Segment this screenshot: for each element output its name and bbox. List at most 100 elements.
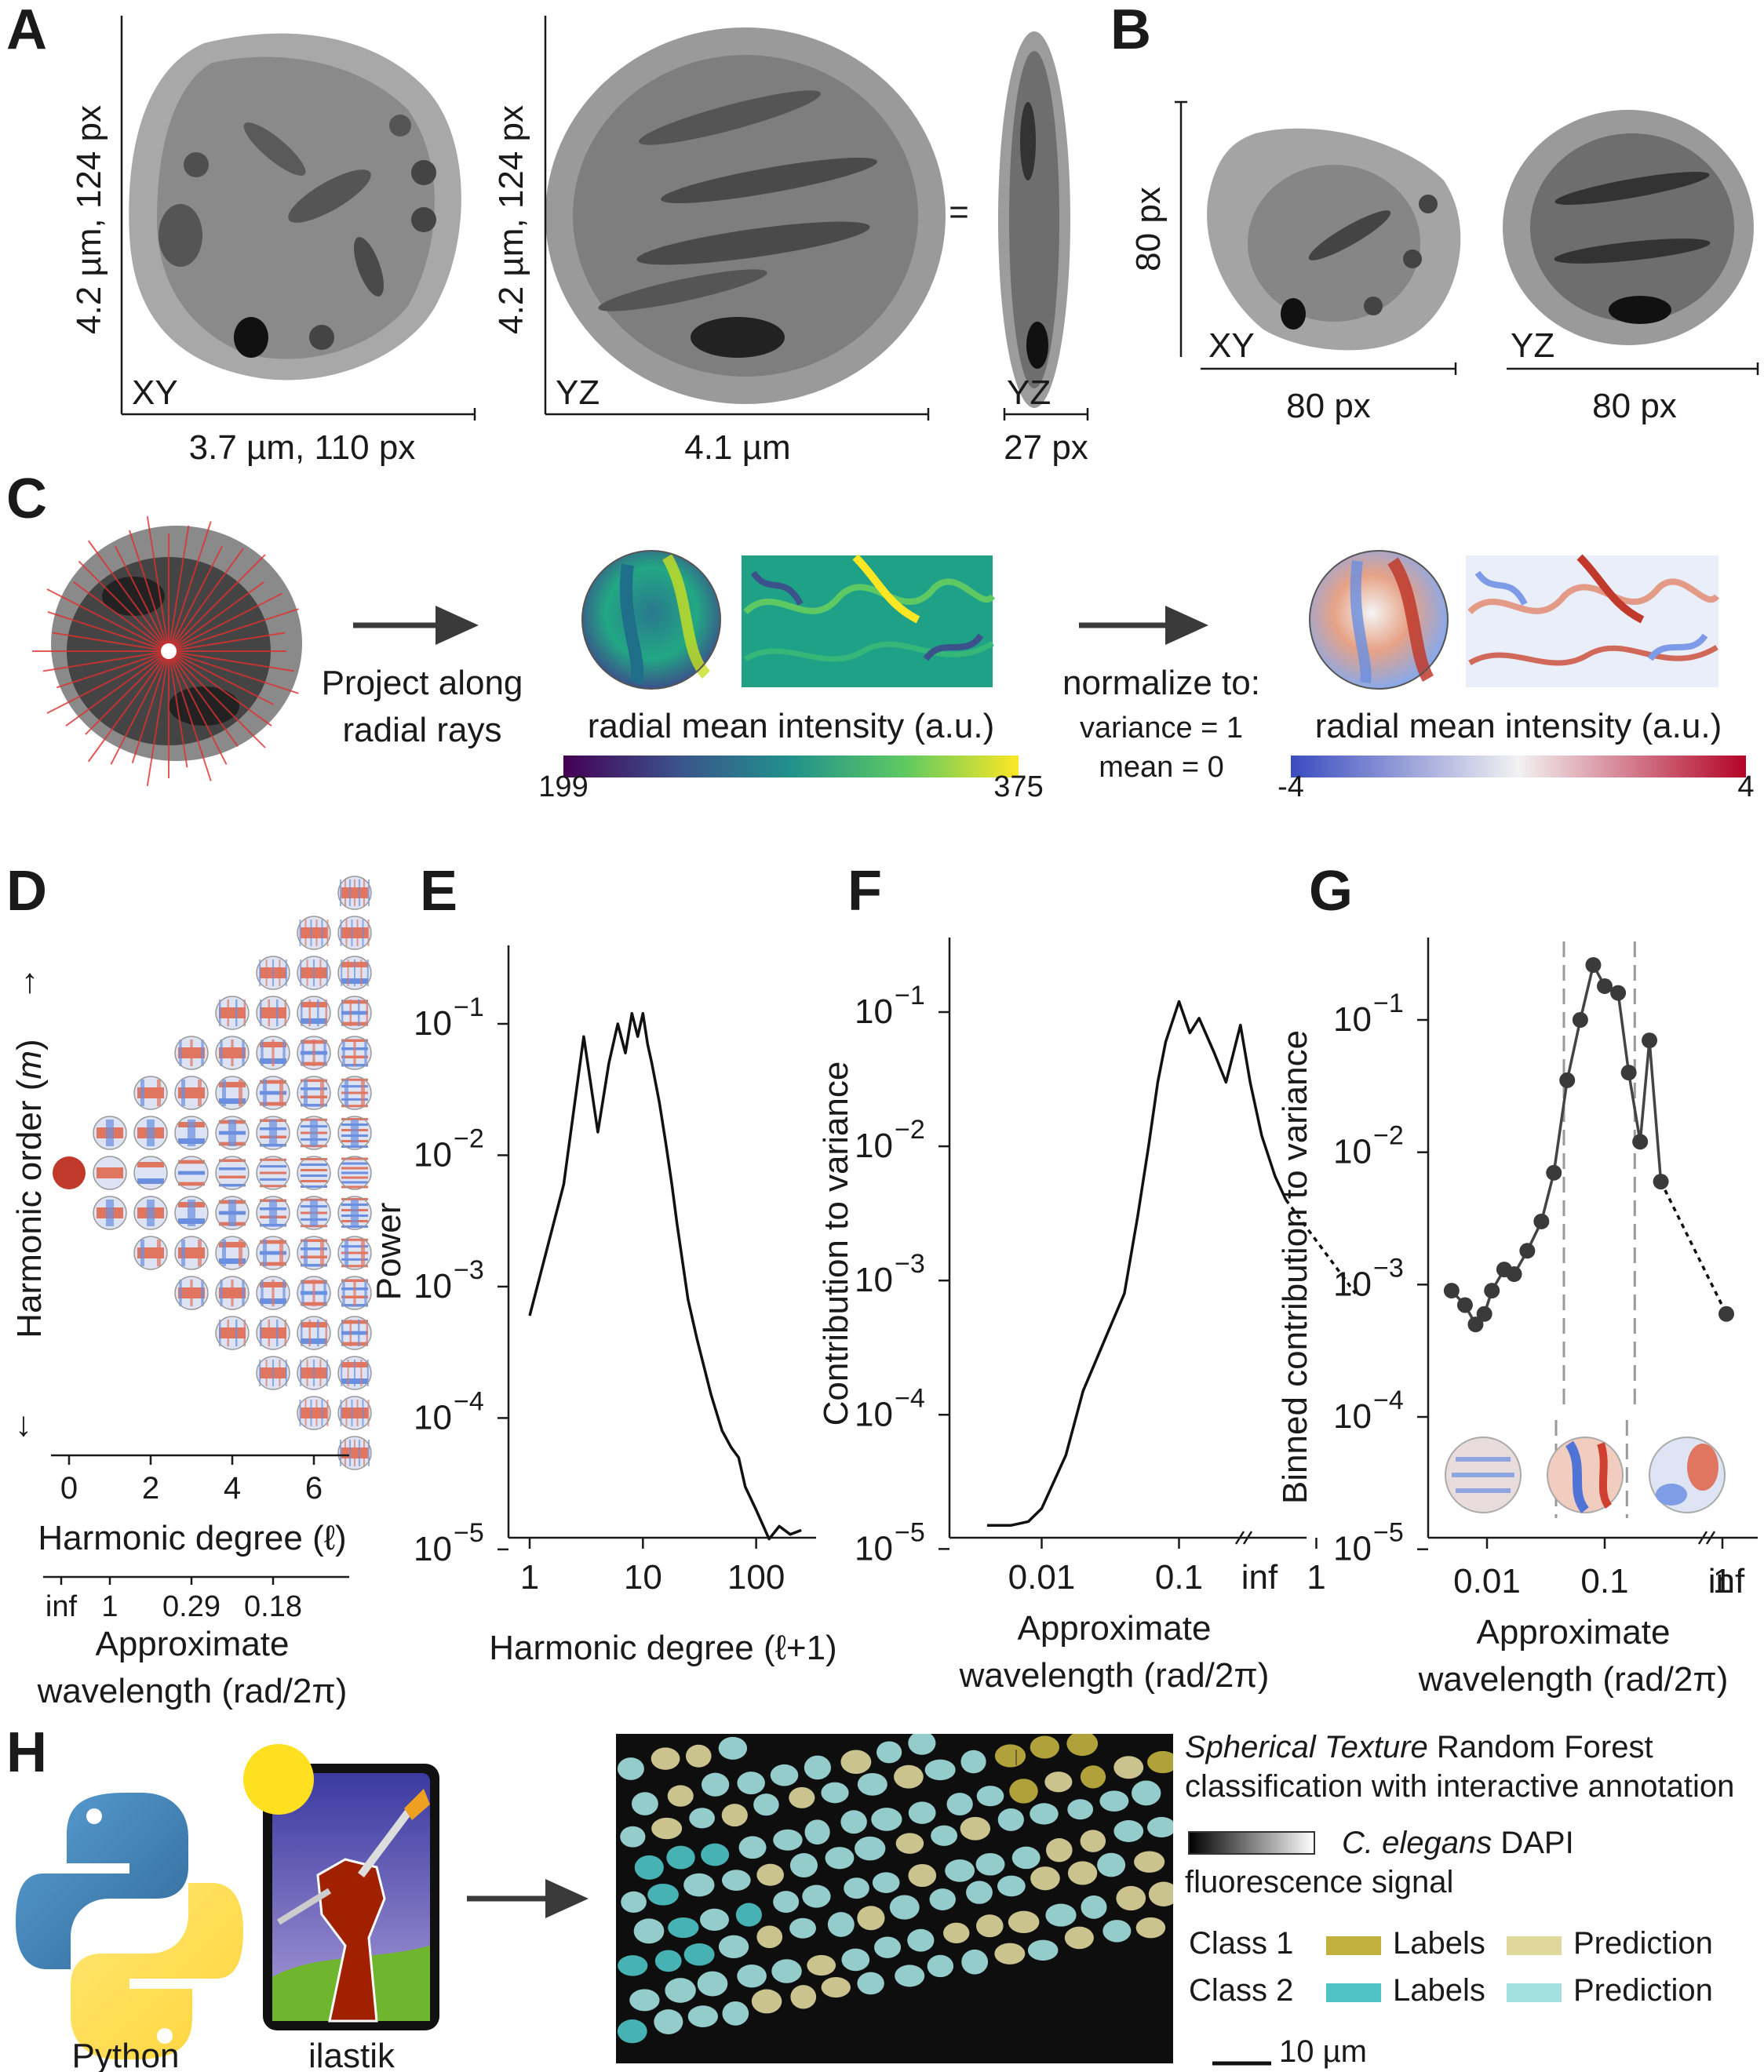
python-label: Python	[72, 2037, 180, 2072]
harmonic-sphere	[337, 1196, 372, 1230]
g-ytick-exp: −5	[1373, 1518, 1404, 1548]
nucleus-blob	[1097, 1852, 1126, 1877]
nucleus-blob	[718, 1935, 749, 1959]
harmonic-sphere	[133, 1116, 168, 1150]
nucleus-blob	[773, 1829, 803, 1851]
nucleus-blob	[1030, 1735, 1060, 1759]
g-inset-spheres	[1445, 1437, 1726, 1513]
dapi-signal-line2: fluorescence signal	[1185, 1865, 1453, 1899]
arrow-3	[467, 1879, 589, 1918]
g-point	[1597, 978, 1613, 994]
e-ytick-exp: −5	[454, 1518, 484, 1548]
class1-label: Class 1	[1189, 1926, 1293, 1961]
project-line2: radial rays	[343, 711, 502, 749]
d-degree-tick: 6	[305, 1471, 323, 1506]
harmonic-sphere	[297, 1316, 331, 1350]
nucleus-blob	[961, 1949, 989, 1975]
class1-labels-swatch	[1326, 1936, 1381, 1955]
d-degree-tick: 2	[142, 1471, 159, 1506]
harmonic-sphere	[174, 1236, 209, 1270]
e-xlabel: Harmonic degree (ℓ+1)	[489, 1629, 836, 1667]
harmonic-sphere	[256, 956, 290, 990]
coolwarm-sphere	[1309, 550, 1449, 690]
e-ytick-exp: −4	[454, 1386, 484, 1416]
nucleus-blob	[735, 1903, 762, 1927]
g-point	[1572, 1012, 1588, 1028]
harmonic-sphere	[174, 1076, 209, 1110]
e-ytick-exp: −1	[454, 992, 484, 1022]
harmonic-sphere	[133, 1076, 168, 1110]
harmonic-sphere	[256, 1356, 290, 1390]
nucleus-blob	[683, 1873, 715, 1897]
nucleus-blob	[825, 1847, 855, 1870]
harmonic-sphere	[215, 1156, 250, 1190]
d-degree-tick: 4	[224, 1471, 241, 1506]
nucleus-blob	[667, 1785, 694, 1807]
harmonic-sphere	[93, 1196, 127, 1230]
g-point	[1642, 1032, 1658, 1049]
nucleus-blob	[827, 1912, 855, 1937]
class2-labels-text: Labels	[1393, 1973, 1485, 2008]
panel-label-f: F	[847, 860, 882, 923]
nucleus-blob	[718, 1736, 748, 1760]
radial-rays-nucleus	[32, 515, 302, 787]
dapi-signal-line1: C. elegans DAPI	[1342, 1826, 1574, 1860]
nucleus-blob	[1044, 1772, 1073, 1793]
nucleus-blob	[789, 1917, 816, 1939]
nucleus-blob	[651, 1817, 683, 1840]
harmonic-sphere	[174, 1116, 209, 1150]
nucleus-blob	[1067, 1799, 1094, 1820]
e-ytick: 10	[414, 1135, 452, 1174]
nucleus-blob	[857, 1906, 885, 1931]
g-xtick: 0.1	[1580, 1562, 1628, 1600]
nucleus-blob	[1080, 1830, 1106, 1852]
nucleus-blob	[908, 1863, 937, 1888]
g-point	[1476, 1305, 1492, 1322]
nucleus-blob	[789, 1853, 818, 1878]
e-power-spectrum-line	[528, 1011, 802, 1541]
harmonic-sphere	[297, 1036, 331, 1070]
nucleus-blob	[701, 1772, 730, 1797]
nucleus-blob	[1011, 1846, 1041, 1870]
g-ytick: 10	[1333, 1265, 1372, 1303]
harmonic-sphere	[337, 1436, 372, 1470]
nucleus-blob	[927, 1954, 954, 1978]
harmonic-sphere	[337, 876, 372, 910]
d-wavelength-tick: 0.29	[162, 1590, 220, 1623]
class2-prediction-swatch	[1507, 1983, 1562, 2002]
g-point	[1653, 1174, 1669, 1190]
coolwarm-colorbar-label: radial mean intensity (a.u.)	[1315, 707, 1722, 745]
nucleus-blob	[751, 1989, 782, 2014]
nucleus-blob	[877, 1741, 902, 1764]
nucleus-blob	[621, 1891, 647, 1914]
harmonic-sphere	[256, 1036, 290, 1070]
g-point	[1585, 957, 1602, 974]
g-binned-line	[1450, 961, 1663, 1327]
g-ytick-exp: −4	[1373, 1386, 1404, 1415]
f-ytick: 10	[855, 1127, 893, 1165]
harmonic-sphere	[215, 996, 250, 1030]
nucleus-blob	[907, 1928, 935, 1952]
g-ytick: 10	[1333, 1397, 1372, 1436]
nucleus-blob	[617, 1757, 644, 1780]
yz-width-label: 4.1 µm	[684, 428, 790, 467]
harmonic-sphere	[174, 1196, 209, 1230]
g-point	[1443, 1283, 1460, 1299]
viridis-map	[742, 554, 996, 687]
f-ylabel: Contribution to variance	[817, 1061, 855, 1426]
nucleus-blob	[633, 1918, 665, 1944]
panel-label-d: D	[6, 860, 47, 923]
g-ylabel: Binned contribution to variance	[1276, 1030, 1314, 1504]
nucleus-blob	[753, 1793, 779, 1816]
f-ytick-exp: −2	[895, 1115, 925, 1145]
class2-label: Class 2	[1189, 1973, 1293, 2008]
nucleus-blob	[931, 1825, 958, 1846]
b-height-label: 80 px	[1129, 187, 1168, 271]
harmonic-sphere	[215, 1196, 250, 1230]
nucleus-blob	[1027, 1939, 1059, 1961]
g-point	[1718, 1305, 1734, 1322]
g-point	[1467, 1316, 1484, 1333]
nucleus-blob	[804, 1819, 830, 1845]
nucleus-blob	[618, 1955, 648, 1976]
g-point	[1559, 1072, 1576, 1088]
